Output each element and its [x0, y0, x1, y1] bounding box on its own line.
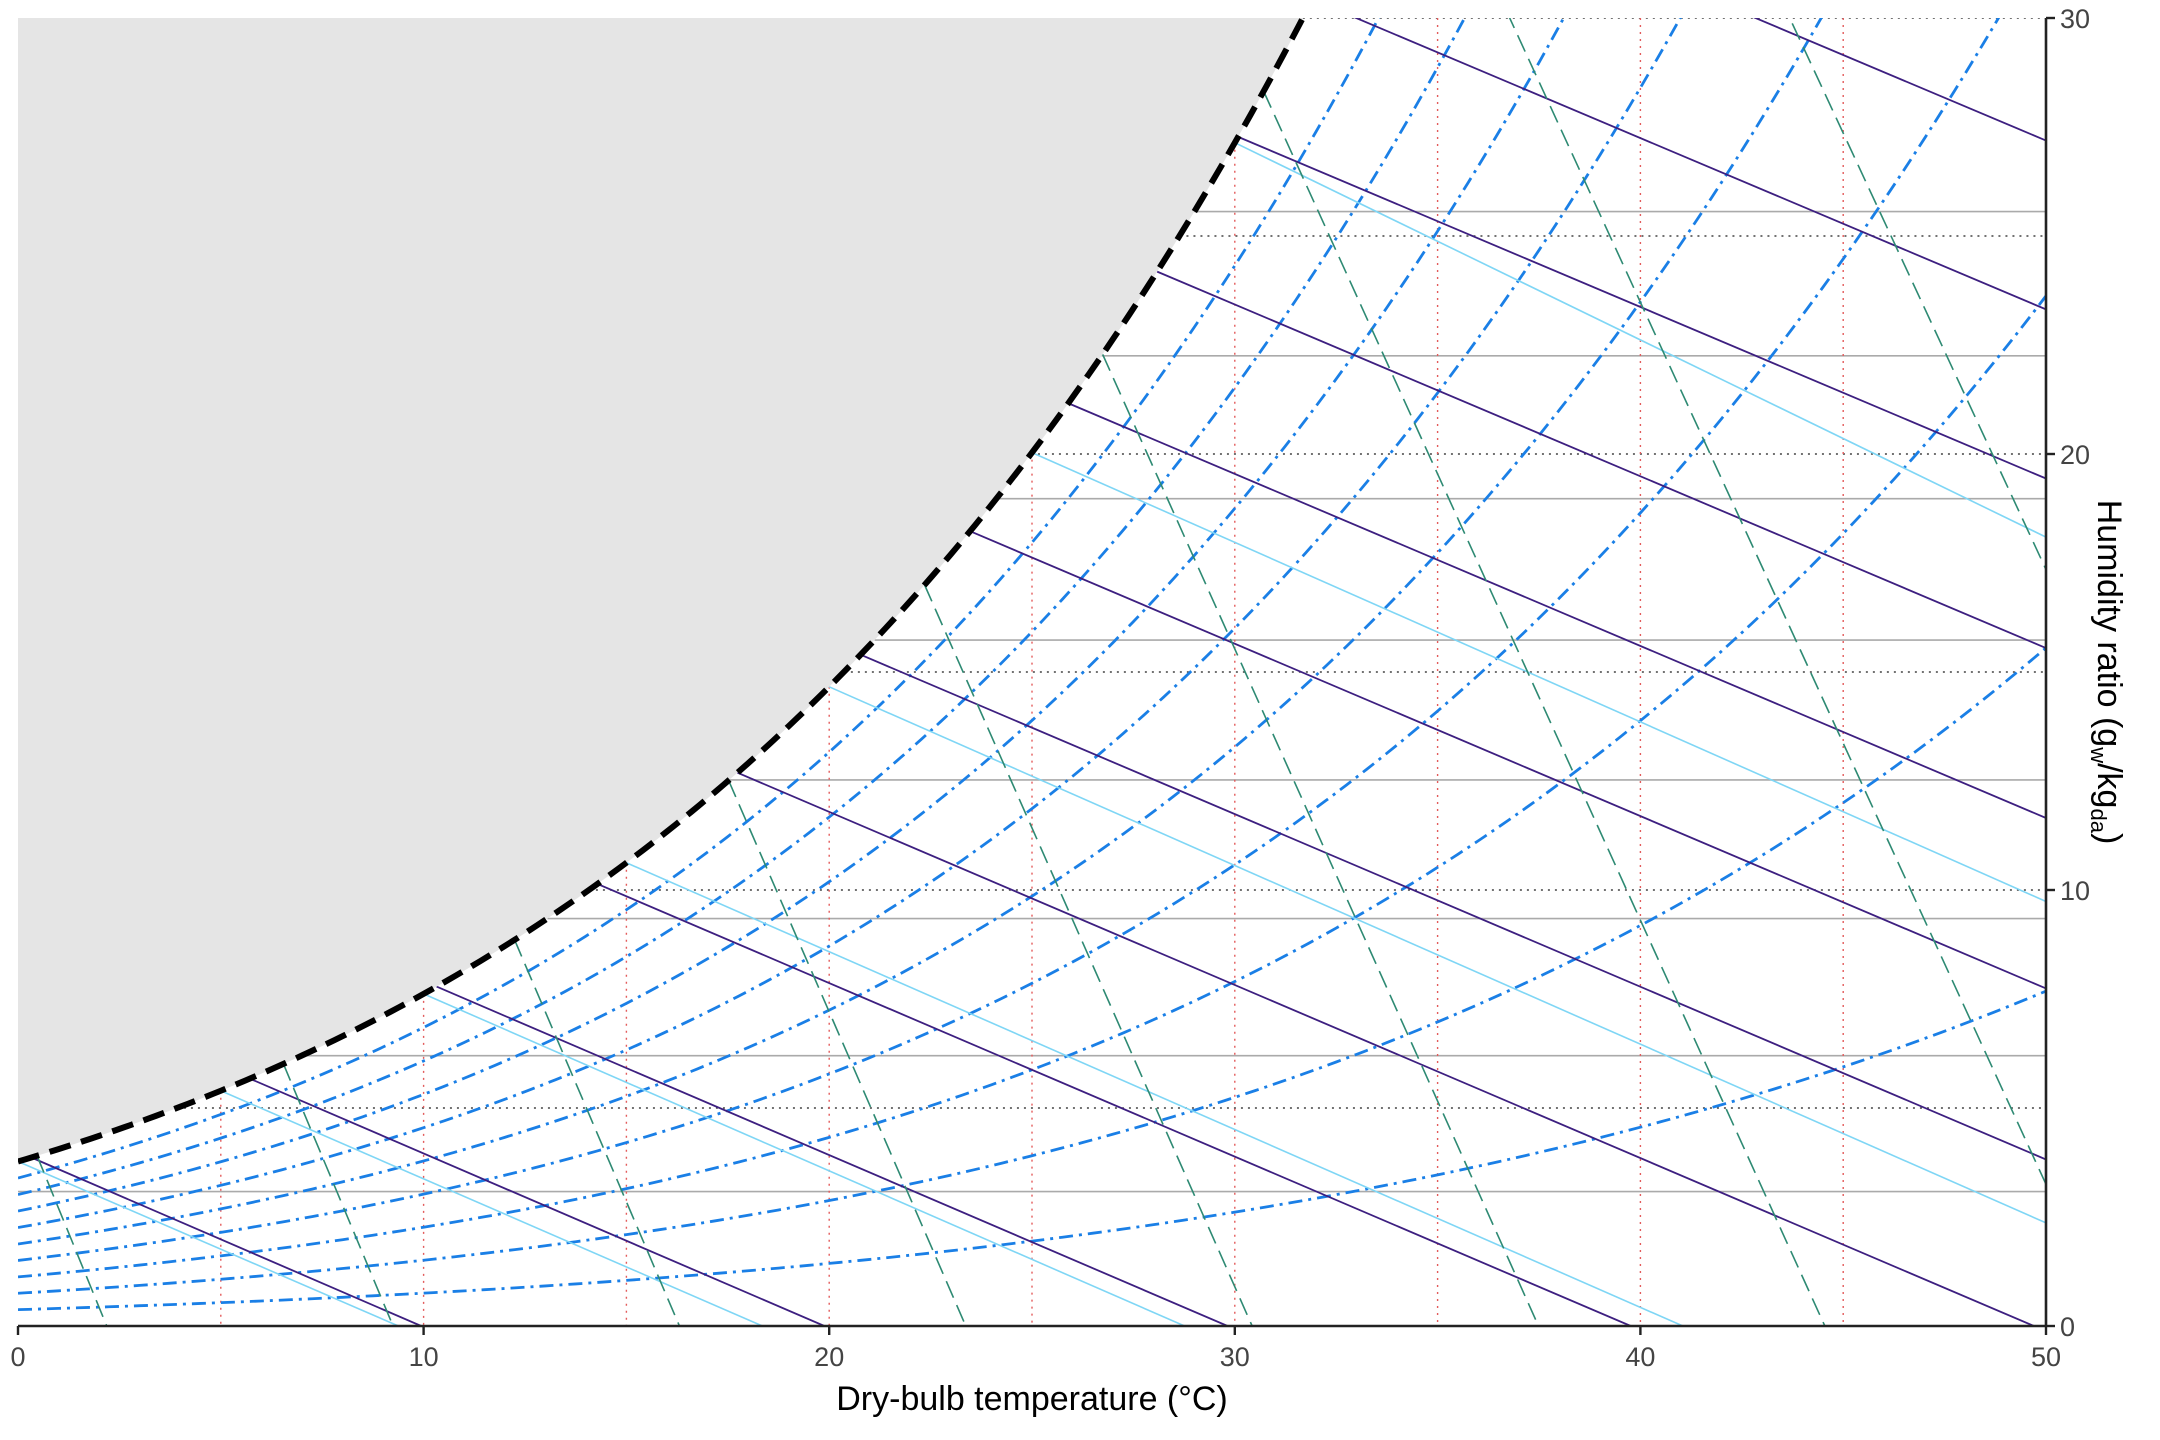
specific-volume-line-0.8	[282, 1063, 394, 1326]
rh-line-40	[18, 18, 2001, 1262]
y-axis-title-part: da	[2086, 808, 2111, 833]
enthalpy-line-80	[1067, 402, 2046, 819]
x-tick-label-30: 30	[1220, 1342, 1250, 1372]
y-axis-title-part: /kg	[2090, 763, 2128, 808]
enthalpy-line-110	[1353, 18, 2046, 311]
y-tick-label-20: 20	[2060, 440, 2090, 470]
y-axis-title: Humidity ratio (gw/kgda)	[2086, 500, 2128, 845]
wet-bulb-line-20	[828, 686, 2046, 1224]
specific-volume-line-0.94	[1788, 18, 2046, 572]
x-tick-label-10: 10	[409, 1342, 439, 1372]
wet-bulb-line-30	[1234, 141, 2046, 539]
y-axis-title-part: )	[2090, 833, 2128, 844]
enthalpy-line-100	[1237, 136, 2046, 480]
wet-bulb-line-10	[423, 993, 1185, 1326]
wet-bulb-line-0	[18, 1160, 399, 1326]
enthalpy-line-60	[860, 653, 2046, 1161]
specific-volume-line-0.84	[727, 780, 967, 1326]
saturation-region	[18, 18, 1306, 1165]
enthalpy-line-20	[249, 1077, 825, 1326]
specific-volume-line-0.88	[1101, 353, 1540, 1326]
y-tick-label-30: 30	[2060, 4, 2090, 34]
specific-volume-lines	[36, 18, 2046, 1326]
wet-bulb-lines	[18, 141, 2046, 1326]
x-tick-label-20: 20	[814, 1342, 844, 1372]
rh-line-60	[18, 18, 1682, 1229]
rh-line-50	[18, 18, 1823, 1246]
rh-line-90	[18, 18, 1381, 1180]
gridlines	[18, 18, 2046, 1326]
enthalpy-line-40	[597, 883, 1632, 1326]
x-tick-label-50: 50	[2031, 1342, 2061, 1372]
wet-bulb-line-25	[1031, 451, 2046, 903]
rh-line-70	[18, 18, 1566, 1213]
wet-bulb-line-15	[626, 861, 1684, 1326]
x-tick-label-40: 40	[1625, 1342, 1655, 1372]
enthalpy-line-30	[436, 985, 1228, 1326]
specific-volume-line-0.92	[1508, 18, 2046, 1187]
saturation-curve	[18, 18, 1306, 1165]
saturation-region-fill	[18, 18, 1303, 1162]
rh-line-80	[18, 18, 1467, 1196]
y-tick-label-0: 0	[2060, 1312, 2075, 1342]
wet-bulb-line-5	[220, 1089, 763, 1326]
enthalpy-line-130	[1444, 0, 2160, 1326]
enthalpy-line-120	[1753, 18, 2046, 142]
y-axis-title-part: w	[2086, 746, 2111, 763]
x-axis-title: Dry-bulb temperature (°C)	[836, 1380, 1227, 1418]
enthalpy-line-70	[969, 530, 2046, 990]
x-tick-label-0: 0	[10, 1342, 25, 1372]
specific-volume-line-0.86	[923, 584, 1253, 1326]
specific-volume-line-0.78	[36, 1155, 108, 1326]
specific-volume-line-0.82	[513, 939, 681, 1326]
y-tick-label-10: 10	[2060, 876, 2090, 906]
specific-volume-line-0.9	[1262, 90, 1826, 1326]
enthalpy-line-90	[1156, 270, 2046, 650]
enthalpy-lines	[31, 0, 2160, 1326]
enthalpy-line-10	[31, 1156, 422, 1326]
enthalpy-line-50	[737, 771, 2035, 1326]
rh-line-20	[18, 646, 2046, 1295]
y-axis-title-part: Humidity ratio (g	[2090, 500, 2128, 748]
